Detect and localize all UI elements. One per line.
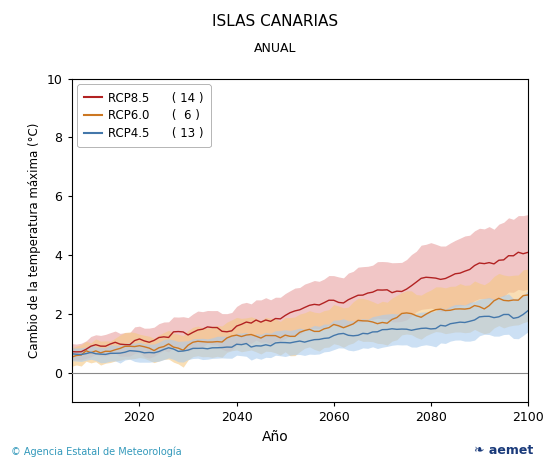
Y-axis label: Cambio de la temperatura máxima (°C): Cambio de la temperatura máxima (°C)	[28, 122, 41, 358]
Legend: RCP8.5      ( 14 ), RCP6.0      (  6 ), RCP4.5      ( 13 ): RCP8.5 ( 14 ), RCP6.0 ( 6 ), RCP4.5 ( 13…	[78, 85, 211, 147]
Text: ❧ aemet: ❧ aemet	[474, 444, 534, 457]
Text: ANUAL: ANUAL	[254, 42, 296, 55]
Text: © Agencia Estatal de Meteorología: © Agencia Estatal de Meteorología	[11, 447, 182, 457]
Text: Año: Año	[262, 430, 288, 444]
Text: ISLAS CANARIAS: ISLAS CANARIAS	[212, 14, 338, 29]
